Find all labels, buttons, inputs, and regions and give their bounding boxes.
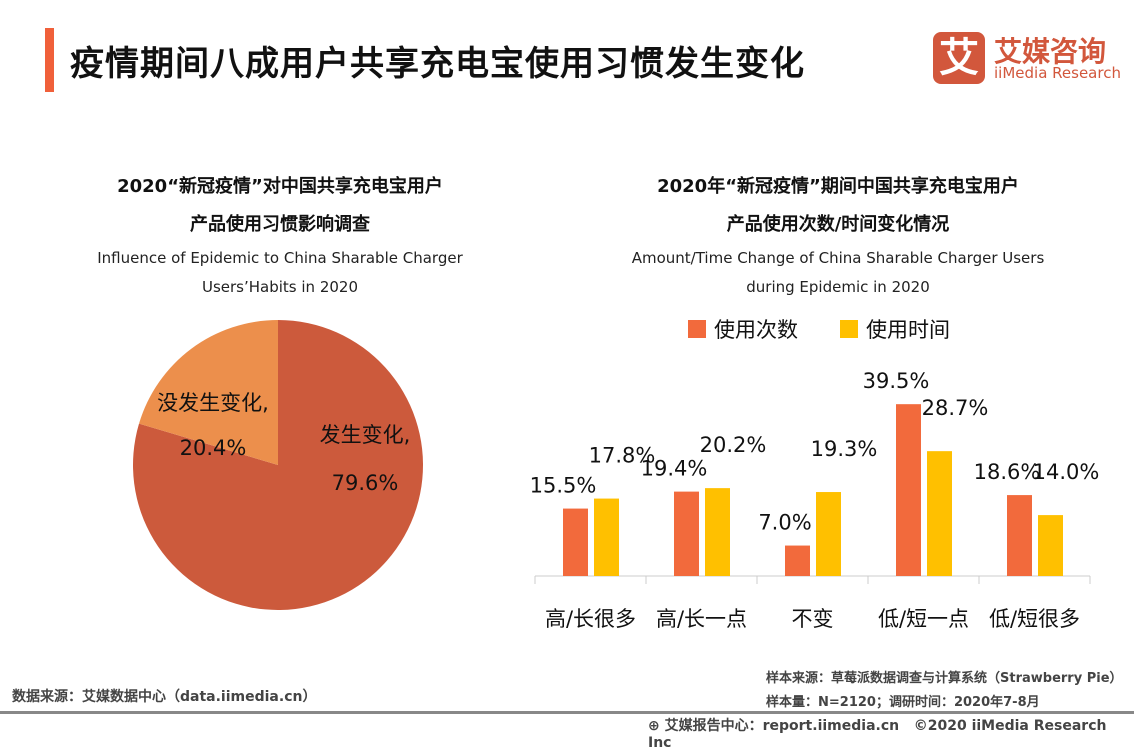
footer-divider — [0, 711, 1134, 714]
pie-slice-label: 发生变化, — [320, 423, 411, 447]
bar-title-2: 产品使用次数/时间变化情况 — [726, 214, 950, 235]
logo-cn: 艾媒咨询 — [994, 35, 1107, 68]
bar-titles: 2020年“新冠疫情”期间中国共享充电宝用户 产品使用次数/时间变化情况 Amo… — [588, 168, 1088, 302]
logo-en: iiMedia Research — [994, 64, 1121, 82]
x-tick-label: 低/短一点 — [878, 607, 969, 631]
report-link[interactable]: 艾媒报告中心：report.iimedia.cn — [664, 718, 900, 734]
pie-title-2: 产品使用习惯影响调查 — [190, 214, 370, 235]
legend-label-1: 使用次数 — [714, 318, 798, 342]
bar-value-label: 19.4% — [641, 457, 708, 481]
bar-value-label: 18.6% — [974, 460, 1041, 484]
legend-label-2: 使用时间 — [866, 318, 950, 342]
bar — [674, 491, 699, 576]
bar-value-label: 19.3% — [811, 437, 878, 461]
x-tick-label: 高/长一点 — [656, 607, 747, 631]
bar — [927, 451, 952, 576]
bar-value-label: 7.0% — [758, 511, 811, 535]
legend-swatch-1 — [688, 320, 706, 338]
sample-source: 样本来源：草莓派数据调查与计算系统（Strawberry Pie） — [766, 671, 1123, 686]
sample-size: 样本量：N=2120；调研时间：2020年7-8月 — [766, 695, 1040, 710]
pie-slice-label: 没发生变化, — [157, 391, 269, 415]
pie-titles: 2020“新冠疫情”对中国共享充电宝用户 产品使用习惯影响调查 Influenc… — [40, 168, 520, 302]
bar — [563, 508, 588, 576]
bar-value-label: 20.2% — [700, 433, 767, 457]
x-tick-label: 不变 — [792, 607, 834, 631]
pie-subtitle-2: Users’Habits in 2020 — [201, 278, 358, 296]
bar-subtitle-2: during Epidemic in 2020 — [746, 278, 930, 296]
bar-value-label: 15.5% — [530, 474, 597, 498]
bar — [1007, 495, 1032, 576]
legend-swatch-2 — [840, 320, 858, 338]
pie-subtitle-1: Influence of Epidemic to China Sharable … — [97, 249, 463, 267]
bar — [1038, 515, 1063, 576]
pie-slice-value: 79.6% — [332, 471, 399, 495]
bar — [785, 545, 810, 576]
bar-value-label: 28.7% — [922, 396, 989, 420]
bar-value-label: 17.8% — [589, 444, 656, 468]
page-title: 疫情期间八成用户共享充电宝使用习惯发生变化 — [70, 44, 805, 84]
report-footer: ⊕ 艾媒报告中心：report.iimedia.cn ©2020 iiMedia… — [648, 715, 1134, 751]
data-source: 数据来源：艾媒数据中心（data.iimedia.cn） — [12, 689, 317, 705]
title-accent-bar — [45, 28, 54, 92]
x-tick-label: 低/短很多 — [989, 607, 1080, 631]
globe-icon: ⊕ — [648, 718, 660, 734]
bar-subtitle-1: Amount/Time Change of China Sharable Cha… — [631, 249, 1045, 267]
x-tick-label: 高/长很多 — [545, 607, 636, 631]
pie-slice — [133, 320, 424, 611]
bar — [594, 498, 619, 576]
legend: 使用次数 使用时间 — [688, 314, 950, 344]
bar-value-label: 14.0% — [1033, 460, 1100, 484]
pie-slice — [139, 320, 278, 465]
logo-mark: 艾 — [933, 32, 985, 84]
pie-slice-value: 20.4% — [180, 436, 247, 460]
pie-title-1: 2020“新冠疫情”对中国共享充电宝用户 — [117, 176, 443, 197]
bar-value-label: 39.5% — [863, 369, 930, 393]
bar — [896, 404, 921, 576]
bar — [816, 492, 841, 576]
bar — [705, 488, 730, 576]
bar-title-1: 2020年“新冠疫情”期间中国共享充电宝用户 — [657, 176, 1019, 197]
